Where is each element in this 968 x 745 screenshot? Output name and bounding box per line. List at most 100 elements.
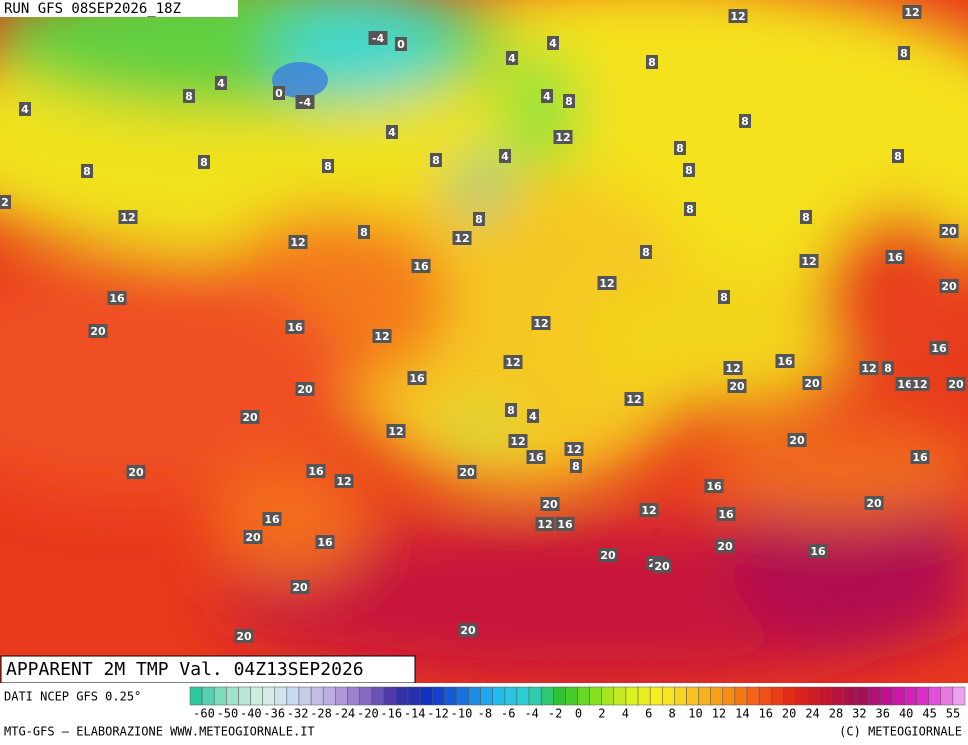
- label-box: [727, 379, 747, 393]
- legend-swatch: [444, 686, 457, 706]
- label-box: [503, 355, 523, 369]
- temp-label: 20: [654, 560, 670, 573]
- label-box: [799, 254, 819, 268]
- label-box: [234, 629, 254, 643]
- legend-swatch: [746, 686, 760, 706]
- temp-label: 20: [941, 225, 957, 238]
- temp-label: 8: [360, 226, 368, 239]
- temp-label: 12: [566, 443, 581, 456]
- label-box: [295, 95, 315, 109]
- legend-tick-label: 12: [712, 707, 726, 721]
- label-box: [499, 149, 511, 163]
- temp-label: 16: [109, 292, 125, 305]
- legend-swatch: [662, 686, 675, 706]
- label-box: [882, 361, 894, 375]
- legend-swatch: [431, 686, 445, 706]
- label-box: [683, 163, 695, 177]
- label-box: [728, 9, 748, 23]
- temp-label: 8: [185, 90, 193, 103]
- label-box: [285, 320, 305, 334]
- map-title: APPARENT 2M TMP Val. 04Z13SEP2026: [6, 659, 364, 680]
- temp-label: 20: [600, 549, 616, 562]
- legend-swatch: [371, 686, 384, 706]
- temp-label: 20: [789, 434, 805, 447]
- legend-swatch: [480, 686, 493, 706]
- temp-label: 4: [501, 150, 509, 163]
- legend-swatch: [783, 686, 796, 706]
- label-box: [0, 195, 11, 209]
- label-box: [508, 434, 528, 448]
- legend-tick-label: 0: [575, 707, 582, 721]
- label-box: [910, 377, 930, 391]
- legend-swatch: [940, 686, 954, 706]
- legend-swatch: [892, 686, 905, 706]
- label-box: [183, 89, 195, 103]
- label-box: [407, 371, 427, 385]
- temp-label: 12: [388, 425, 403, 438]
- temp-label: 20: [729, 380, 745, 393]
- temp-label: 8: [685, 164, 693, 177]
- legend-tick-label: 4: [622, 707, 629, 721]
- legend-swatch: [528, 686, 542, 706]
- source-label: DATI NCEP GFS 0.25°: [4, 690, 141, 704]
- temp-label: 8: [83, 165, 91, 178]
- legend-swatch: [904, 686, 917, 706]
- label-box: [315, 535, 335, 549]
- legend-tick-label: -12: [427, 707, 449, 721]
- temp-label: 12: [533, 317, 548, 330]
- label-box: [527, 409, 539, 423]
- legend-swatch: [310, 686, 324, 706]
- legend-tick-label: 8: [669, 707, 676, 721]
- legend-swatch: [189, 686, 203, 706]
- title-box: [0, 655, 416, 684]
- legend-tick-label: 14: [735, 707, 749, 721]
- temp-label: 12: [801, 255, 816, 268]
- temp-label: 8: [572, 460, 580, 473]
- temp-label: 8: [741, 115, 749, 128]
- temp-label: 12: [374, 330, 389, 343]
- label-box: [288, 235, 308, 249]
- temp-label: 4: [549, 37, 557, 50]
- label-box: [215, 76, 227, 90]
- legend-tick-label: 20: [782, 707, 796, 721]
- temp-label: 12: [290, 236, 305, 249]
- label-box: [386, 125, 398, 139]
- legend-swatch: [504, 686, 518, 706]
- legend-tick-label: -50: [217, 707, 239, 721]
- legend-swatch: [516, 686, 530, 706]
- legend-swatch: [540, 686, 554, 706]
- label-box: [892, 149, 904, 163]
- label-box: [652, 559, 672, 573]
- temp-label: 8: [200, 156, 208, 169]
- temp-label: 16: [287, 321, 303, 334]
- temp-label: 12: [725, 362, 740, 375]
- temp-label: 8: [900, 47, 908, 60]
- temp-label: 16: [413, 260, 429, 273]
- label-box: [553, 130, 573, 144]
- label-box: [802, 376, 822, 390]
- temp-label: 8: [324, 160, 332, 173]
- label-box: [458, 623, 478, 637]
- color-legend: -60 -50 -40 -36 -32 -28 -24 -20 -16 -14 -12 -10 -8 -6…: [189, 686, 966, 721]
- legend-tick-label: 2: [598, 707, 605, 721]
- legend-tick-label: -28: [310, 707, 332, 721]
- legend-tick-label: -32: [287, 707, 309, 721]
- label-box: [787, 433, 807, 447]
- label-box: [505, 403, 517, 417]
- temp-label: 4: [543, 90, 551, 103]
- temp-label: 4: [21, 103, 29, 116]
- temp-label: 8: [475, 213, 483, 226]
- temp-label: 16: [718, 508, 734, 521]
- label-box: [639, 503, 659, 517]
- label-box: [684, 202, 696, 216]
- temp-label: 16: [931, 342, 947, 355]
- legend-swatch: [637, 686, 651, 706]
- legend-swatch: [879, 686, 893, 706]
- legend-swatch: [359, 686, 372, 706]
- temp-label: 16: [409, 372, 425, 385]
- temp-label: 8: [507, 404, 515, 417]
- label-box: [597, 276, 617, 290]
- label-box: [704, 479, 724, 493]
- label-box: [19, 102, 31, 116]
